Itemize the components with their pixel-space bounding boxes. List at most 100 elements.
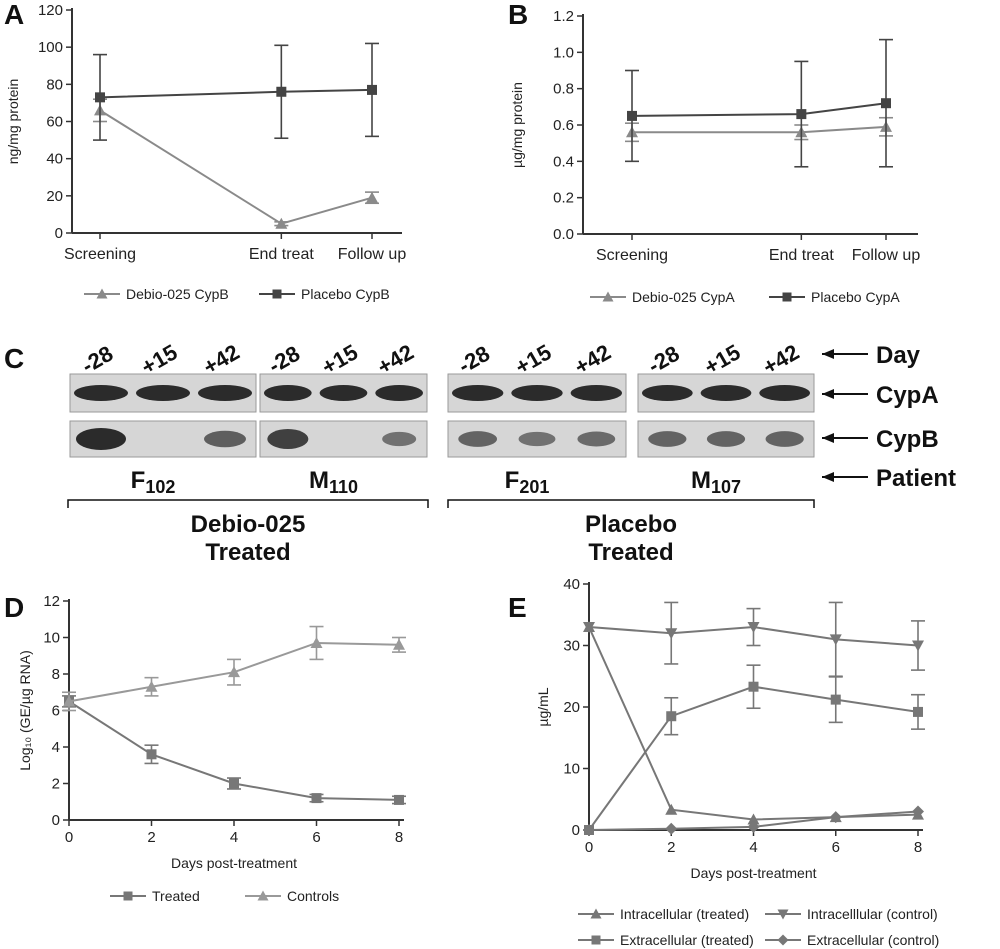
band-cypa [319,385,368,401]
data-point [394,794,404,805]
lane-day-label: -28 [264,341,304,379]
patient-letter: M [309,467,329,494]
x-tick-label: 0 [585,839,593,856]
patient-label: M110 [309,467,358,497]
patient-number: 201 [519,477,549,497]
data-point [146,749,157,760]
band-cypa [375,385,423,401]
data-point [310,636,323,648]
legend-label: Debio-025 CypB [126,286,229,302]
x-tick-label: 6 [312,829,320,846]
data-point [665,803,678,815]
y-axis-label: µg/mg protein [509,82,525,168]
band-cypb [204,430,246,448]
patient-letter: M [691,467,711,494]
data-point [881,98,891,109]
legend-marker [777,934,789,946]
legend-marker [257,890,269,901]
chart-e: 0 10 20 30 40 0 2 4 6 8 Days post-treatment µg/mL In… [535,576,939,948]
patient-number: 107 [711,477,741,497]
data-point [913,706,923,717]
y-tick-label: 2 [52,776,60,793]
x-tick-label: End treat [769,247,834,264]
y-tick-label: 40 [46,151,63,168]
legend-marker [123,891,133,901]
x-tick-label: 8 [914,839,922,856]
group-label-line2: Treated [588,539,673,566]
patient-number: 110 [329,477,358,497]
y-tick-label: 30 [563,638,580,655]
legend-marker [96,288,108,299]
data-point [666,711,677,722]
data-point [912,640,924,652]
x-tick-label: 6 [832,839,840,856]
y-tick-label: 100 [38,39,63,56]
band-cypa [198,385,252,401]
band-cypa [74,385,128,401]
data-point [829,811,842,824]
band-cypa [759,385,811,401]
lane-day-label: -28 [644,341,684,379]
lane-day-label: -28 [454,341,494,379]
series-line-1 [631,102,887,117]
y-axis-label: ng/mg protein [5,79,21,165]
row-arrow-head [822,433,834,443]
legend-label: Placebo CypA [811,289,900,305]
panel-label-e: E [508,592,527,623]
group-bracket [67,499,429,508]
patient-label: F201 [505,467,550,497]
data-point [367,84,377,95]
chart-d: 0 2 4 6 8 10 12 0 2 4 6 8 Days post-treatment Log₁₀ (… [17,593,406,904]
data-point [228,666,240,678]
legend-label: Placebo CypB [301,286,390,302]
x-tick-label: Screening [64,246,136,263]
legend-marker [782,292,792,302]
data-point [229,778,239,789]
group-bracket [447,499,815,508]
band-cypa [642,385,693,401]
legend-marker [602,291,614,302]
band-cypa [511,385,563,401]
group-label-line1: Placebo [585,511,677,538]
panel-label-d: D [4,592,24,623]
y-tick-label: 8 [52,666,60,683]
series-line-0 [632,125,887,134]
patient-letter: F [505,467,520,494]
row-arrow-head [822,472,834,482]
x-tick-label: Follow up [852,247,921,264]
band-cypa [264,385,312,401]
patient-label: F102 [131,467,176,497]
row-label-cypa: CypA [876,382,939,409]
data-point [747,622,760,634]
data-point [747,813,760,825]
x-tick-label: 4 [749,839,757,856]
panel-label-c: C [4,343,24,374]
band-cypb [382,431,417,447]
x-tick-label: Screening [596,247,668,264]
data-point [276,86,287,97]
data-point [63,695,75,707]
y-tick-label: 0.6 [553,117,574,134]
group-label-line2: Treated [205,539,290,566]
y-tick-label: 60 [46,114,63,131]
y-tick-label: 10 [43,630,60,647]
y-tick-label: 0.2 [553,190,574,207]
data-point [912,805,924,818]
band-cypb [76,428,126,450]
band-cypb [458,431,498,447]
y-tick-label: 0 [572,822,580,839]
y-tick-label: 10 [563,761,580,778]
x-tick-label: Follow up [338,246,407,263]
x-axis-label: Days post-treatment [690,865,816,881]
data-point [665,628,678,640]
series-line-1 [99,88,373,99]
x-tick-label: 8 [395,829,403,846]
row-arrow-head [822,349,834,359]
data-point [366,191,378,203]
data-point [627,110,637,121]
legend-label: Debio-025 CypA [632,289,735,305]
y-axis-label: Log₁₀ (GE/µg RNA) [17,650,33,771]
patient-number: 102 [145,477,175,497]
legend-label: Intracellular (treated) [620,906,749,922]
